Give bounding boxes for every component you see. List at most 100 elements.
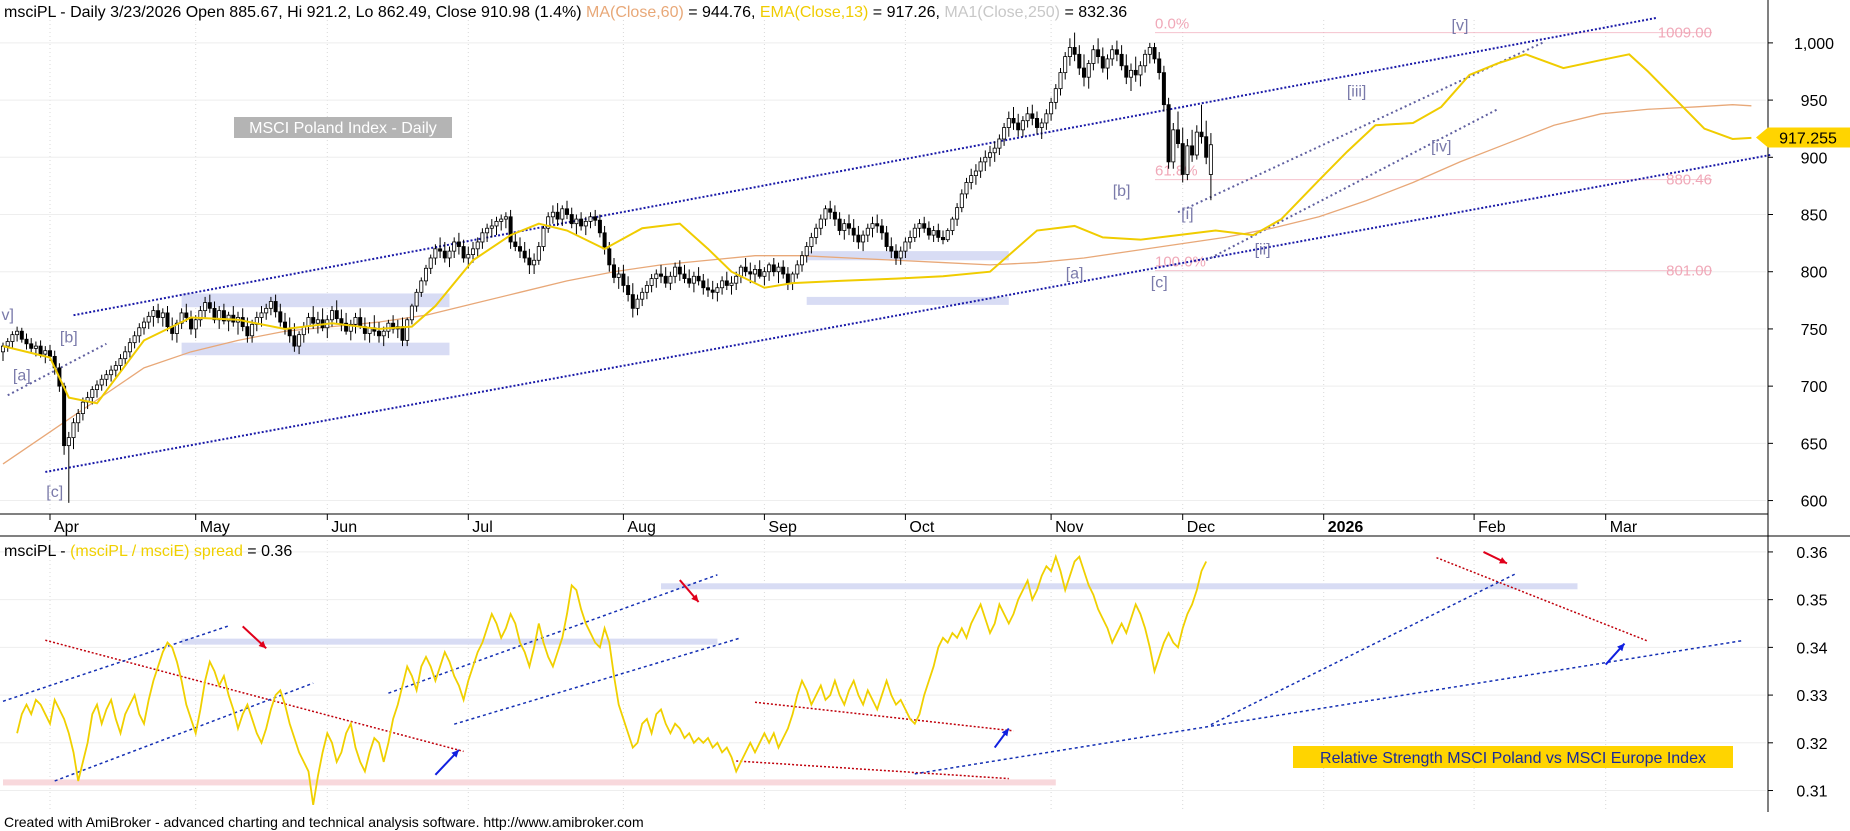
candle — [99, 374, 104, 391]
price-tick-label: 1,000 — [1794, 36, 1834, 53]
candle-body — [1143, 53, 1148, 67]
candle — [151, 306, 156, 327]
candle-body — [640, 291, 645, 300]
candle-body — [156, 310, 161, 318]
candle-body — [1180, 143, 1185, 175]
candle — [1025, 106, 1030, 128]
candle — [837, 212, 842, 236]
candle — [748, 262, 753, 284]
candle — [828, 200, 833, 220]
candle-body — [381, 330, 386, 337]
candle — [955, 203, 960, 226]
candle-body — [776, 266, 781, 273]
candle — [743, 257, 748, 277]
wave-label: [b] — [60, 330, 78, 347]
candle — [456, 232, 461, 255]
candle-body — [62, 385, 67, 447]
wave-label: [c] — [46, 484, 63, 501]
candle-body — [353, 317, 358, 325]
rs-label-box: Relative Strength MSCI Poland vs MSCI Eu… — [1293, 746, 1733, 768]
candle — [1063, 52, 1068, 80]
candle — [156, 303, 161, 324]
candle — [5, 338, 10, 352]
candle — [442, 241, 447, 263]
candle-body — [452, 241, 457, 252]
price-tick-label: 700 — [1801, 379, 1828, 396]
price-tick-label: 650 — [1801, 436, 1828, 453]
wave-label: [i] — [1181, 206, 1193, 223]
candle-body — [1147, 47, 1152, 55]
candle — [475, 237, 480, 258]
candle-body — [489, 225, 494, 229]
candle-body — [292, 335, 297, 347]
candle — [438, 237, 443, 258]
month-label: May — [200, 519, 230, 536]
candle — [973, 164, 978, 185]
candle-body — [536, 246, 541, 261]
candle — [1208, 133, 1213, 201]
candle — [221, 303, 226, 325]
candle — [1147, 42, 1152, 64]
candle-body — [423, 267, 428, 282]
candle-body — [1208, 144, 1213, 175]
candle — [71, 418, 76, 450]
candle-body — [579, 218, 584, 227]
rs-spread-line — [16, 553, 1208, 805]
title-segment: MA(Close,60) — [586, 4, 688, 21]
candle-body — [38, 345, 43, 355]
candle-body — [541, 227, 546, 247]
candle-body — [635, 298, 640, 309]
candle — [593, 209, 598, 226]
candle — [494, 216, 499, 236]
candle — [767, 262, 772, 281]
candle — [654, 269, 659, 288]
candle — [870, 216, 875, 238]
title-segment: MA1(Close,250) — [944, 4, 1064, 21]
rs-trendline — [914, 639, 1743, 775]
candle-body — [879, 225, 884, 234]
candle-body — [405, 319, 410, 341]
candle-body — [1194, 131, 1199, 156]
candle — [480, 228, 485, 249]
candle-body — [123, 351, 128, 360]
candle-body — [297, 334, 302, 347]
candle-body — [132, 335, 137, 344]
candle-body — [1006, 118, 1011, 128]
candle — [1096, 38, 1101, 64]
candle-body — [955, 207, 960, 220]
candle-body — [348, 323, 353, 332]
candle — [1114, 40, 1119, 62]
candle — [832, 205, 837, 226]
month-label: 2026 — [1328, 519, 1364, 536]
candle-body — [1185, 145, 1190, 175]
candle-body — [569, 214, 574, 225]
price-title: msciPL - Daily 3/23/2026 Open 885.67, Hi… — [4, 4, 1127, 21]
candle-body — [550, 211, 555, 218]
candle — [532, 253, 537, 275]
candle — [165, 306, 170, 332]
wave-label: v] — [1, 307, 13, 324]
fibonacci-levels: 0.0% 1009.00 61.8% 880.46 100.0% 801.00 — [1155, 16, 1712, 280]
rs-zone — [181, 638, 718, 645]
candle — [1049, 97, 1054, 121]
candle — [894, 244, 899, 265]
candle-body — [626, 285, 631, 296]
candle-body — [174, 322, 179, 334]
candle-body — [315, 319, 320, 324]
candle-body — [701, 280, 706, 289]
candle-body — [527, 257, 532, 266]
candle — [160, 308, 165, 327]
candle — [297, 331, 302, 355]
candle — [663, 267, 668, 288]
index-label-bg — [234, 117, 452, 138]
candle-body — [889, 246, 894, 252]
index-label-box: MSCI Poland Index - Daily — [234, 117, 452, 138]
candle-body — [160, 312, 165, 318]
wave-label: [a] — [1066, 266, 1084, 283]
candle — [405, 317, 410, 347]
candle-body — [442, 250, 447, 259]
candle — [1166, 97, 1171, 169]
candle-body — [814, 227, 819, 238]
candle — [198, 306, 203, 327]
